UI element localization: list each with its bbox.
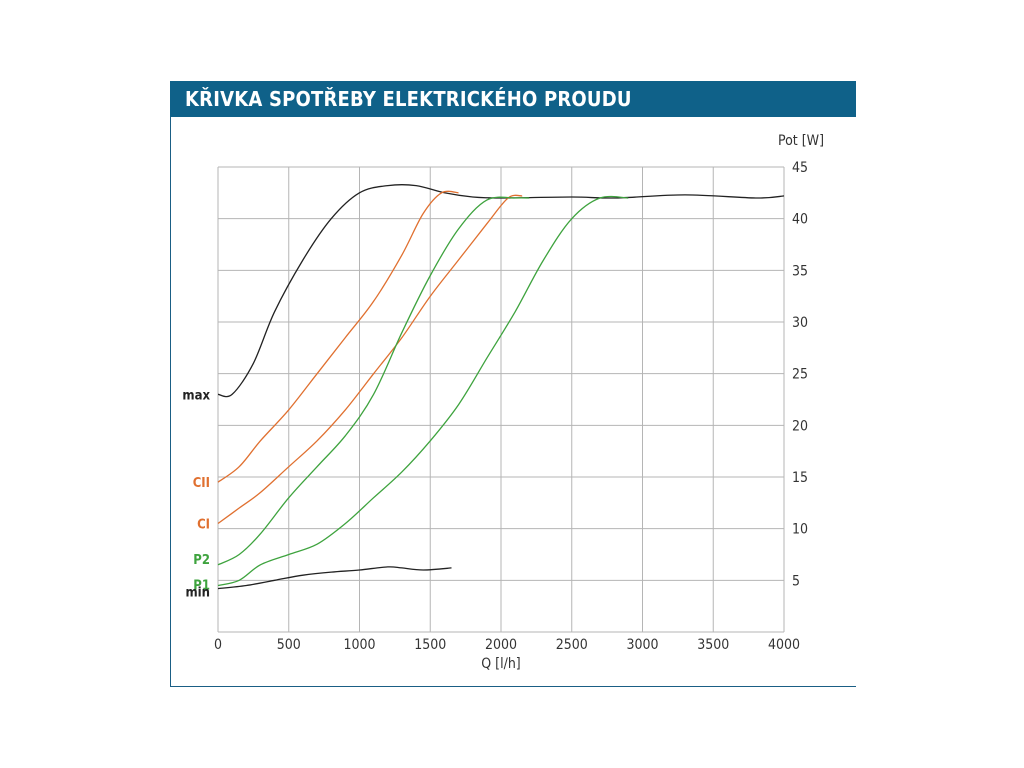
series-line-cii xyxy=(217,190,459,483)
y-tick-label: 40 xyxy=(792,212,808,228)
y-tick-label: 5 xyxy=(792,573,800,589)
series-line-p2 xyxy=(217,196,530,566)
x-tick-label: 1500 xyxy=(414,637,446,653)
y-tick-label: 25 xyxy=(792,367,808,383)
x-axis-label: Q [l/h] xyxy=(481,656,520,672)
series-label-p2: P2 xyxy=(193,553,210,568)
x-tick-label: 3000 xyxy=(626,637,658,653)
series-label-max: max xyxy=(182,388,210,403)
x-tick-label: 500 xyxy=(277,637,301,653)
series-label-p1: P1 xyxy=(193,579,210,594)
chart-curves xyxy=(217,184,785,590)
y-tick-label: 20 xyxy=(792,418,808,434)
y-axis-label: Pot [W] xyxy=(778,133,824,149)
series-label-cii: CII xyxy=(193,476,210,491)
series-line-max xyxy=(217,184,785,398)
y-tick-label: 15 xyxy=(792,470,808,486)
x-tick-label: 3500 xyxy=(697,637,729,653)
chart-panel xyxy=(170,81,856,687)
series-label-min: min xyxy=(185,586,210,601)
chart-grid xyxy=(217,166,785,633)
x-tick-label: 2000 xyxy=(485,637,517,653)
chart-ticks: 0 500 1000 1500 2000 2500 3000 3500 4000 5 10 15 20 2… xyxy=(214,160,808,653)
x-tick-label: 1000 xyxy=(343,637,375,653)
x-tick-label: 4000 xyxy=(768,637,800,653)
y-tick-label: 35 xyxy=(792,263,808,279)
y-tick-label: 10 xyxy=(792,522,808,538)
x-tick-label: 0 xyxy=(214,637,222,653)
series-line-p1 xyxy=(217,195,629,587)
chart-title: KŘIVKA SPOTŘEBY ELEKTRICKÉHO PROUDU xyxy=(170,81,856,117)
y-tick-label: 30 xyxy=(792,315,808,331)
x-tick-label: 2500 xyxy=(556,637,588,653)
series-line-min xyxy=(217,566,452,590)
series-label-ci: CI xyxy=(197,518,210,533)
series-line-ci xyxy=(217,194,523,525)
y-tick-label: 45 xyxy=(792,160,808,176)
